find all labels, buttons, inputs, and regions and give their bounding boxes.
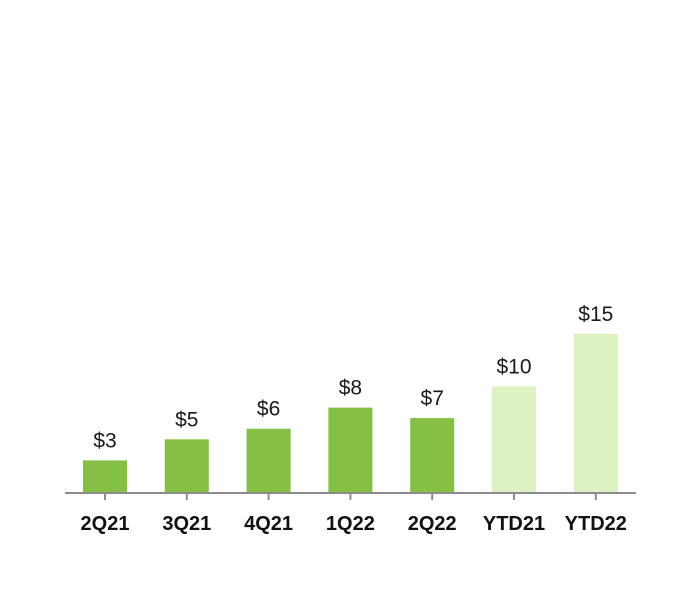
value-label-2q22: $7 <box>421 387 444 410</box>
bar-4q21 <box>246 428 291 492</box>
x-tick-label-1q22: 1Q22 <box>326 513 375 535</box>
bar-2q21 <box>83 460 127 493</box>
bars-group <box>83 333 618 493</box>
x-tick-label-ytd21: YTD21 <box>483 513 545 535</box>
x-tick-label-4q21: 4Q21 <box>244 513 293 535</box>
x-tick-label-2q22: 2Q22 <box>408 513 457 535</box>
value-label-ytd22: $15 <box>578 303 613 326</box>
value-label-3q21: $5 <box>175 408 198 431</box>
bar-3q21 <box>164 439 209 493</box>
x-tick-label-2q21: 2Q21 <box>81 513 130 535</box>
value-label-1q22: $8 <box>339 377 362 400</box>
x-tick-label-3q21: 3Q21 <box>162 513 211 535</box>
bar-ytd21 <box>492 386 536 492</box>
x-tick-labels-group: 2Q21 3Q21 4Q21 1Q22 2Q22 YTD21 YTD22 <box>81 513 627 535</box>
value-label-2q21: $3 <box>93 429 116 452</box>
value-label-4q21: $6 <box>257 398 280 421</box>
x-tick-label-ytd22: YTD22 <box>565 513 627 535</box>
value-labels-group: $3 $5 $6 $8 $7 $10 $15 <box>93 303 613 453</box>
bar-2q22 <box>410 418 455 492</box>
bar-1q22 <box>328 407 373 492</box>
value-label-ytd21: $10 <box>496 356 531 379</box>
bar-ytd22 <box>573 333 618 493</box>
x-ticks-group <box>104 493 597 500</box>
